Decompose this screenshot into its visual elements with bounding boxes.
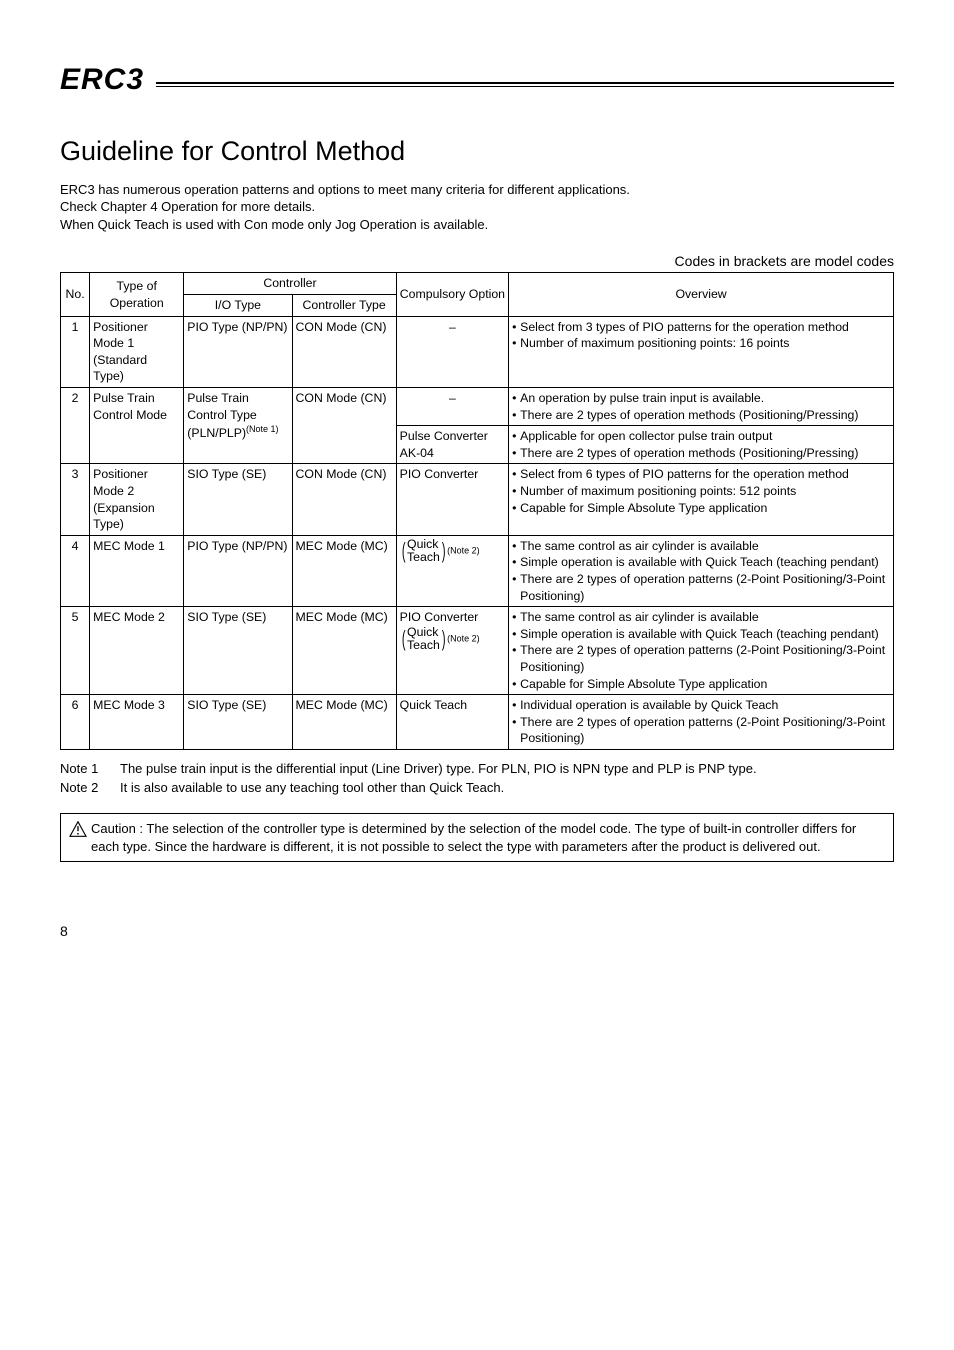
ov-item: Number of maximum positioning points: 51… — [512, 483, 890, 500]
cell-overview: The same control as air cylinder is avai… — [509, 535, 894, 606]
table-row: 3 Positioner Mode 2 (Expansion Type) SIO… — [61, 464, 894, 535]
cell-no: 3 — [61, 464, 90, 535]
comp-line: Teach — [407, 638, 440, 652]
cell-op: MEC Mode 1 — [90, 535, 184, 606]
cell-no: 4 — [61, 535, 90, 606]
intro-line: When Quick Teach is used with Con mode o… — [60, 216, 894, 234]
cell-comp: Pulse Converter AK-04 — [396, 426, 508, 464]
cell-io: SIO Type (SE) — [184, 464, 292, 535]
cell-comp: Quick Teach — [396, 695, 508, 750]
io-line: Pulse Train Control Type — [187, 391, 257, 422]
comp-top: PIO Converter — [400, 610, 479, 624]
ov-item: There are 2 types of operation patterns … — [512, 571, 890, 604]
logo-row: ERC3 — [60, 60, 894, 101]
cell-op: MEC Mode 3 — [90, 695, 184, 750]
ov-item: Simple operation is available with Quick… — [512, 554, 890, 571]
ov-item: The same control as air cylinder is avai… — [512, 538, 890, 555]
page-title: Guideline for Control Method — [60, 133, 894, 169]
th-io: I/O Type — [184, 295, 292, 317]
table-row: 4 MEC Mode 1 PIO Type (NP/PN) MEC Mode (… — [61, 535, 894, 606]
ov-item: There are 2 types of operation patterns … — [512, 714, 890, 747]
header-rule — [156, 82, 894, 87]
comp-sup: (Note 2) — [447, 545, 480, 555]
th-comp: Compulsory Option — [396, 273, 508, 316]
cell-comp: ( Quick Teach ) (Note 2) — [396, 535, 508, 606]
comp-sup: (Note 2) — [447, 633, 480, 643]
cell-io: Pulse Train Control Type (PLN/PLP)(Note … — [184, 388, 292, 464]
cell-io: SIO Type (SE) — [184, 695, 292, 750]
cell-overview: The same control as air cylinder is avai… — [509, 607, 894, 695]
cell-op: Pulse Train Control Mode — [90, 388, 184, 464]
cell-ctrl: MEC Mode (MC) — [292, 535, 396, 606]
table-row: 6 MEC Mode 3 SIO Type (SE) MEC Mode (MC)… — [61, 695, 894, 750]
th-type: Type of Operation — [90, 273, 184, 316]
control-method-table: No. Type of Operation Controller Compuls… — [60, 272, 894, 749]
note-label: Note 2 — [60, 779, 120, 797]
io-sup: (Note 1) — [246, 424, 279, 434]
caution-text: Caution : The selection of the controlle… — [91, 820, 885, 855]
comp-line: Quick — [407, 537, 438, 551]
cell-ctrl: CON Mode (CN) — [292, 464, 396, 535]
ov-item: Select from 3 types of PIO patterns for … — [512, 319, 890, 336]
ov-item: An operation by pulse train input is ava… — [512, 390, 890, 407]
comp-line: Quick — [407, 625, 438, 639]
ov-item: Select from 6 types of PIO patterns for … — [512, 466, 890, 483]
logo-glyph: ERC3 — [60, 63, 144, 96]
cell-ctrl: MEC Mode (MC) — [292, 607, 396, 695]
cell-no: 5 — [61, 607, 90, 695]
th-overview: Overview — [509, 273, 894, 316]
cell-overview: An operation by pulse train input is ava… — [509, 388, 894, 426]
intro-line: ERC3 has numerous operation patterns and… — [60, 181, 894, 199]
table-row: 1 Positioner Mode 1 (Standard Type) PIO … — [61, 316, 894, 387]
table-row: 5 MEC Mode 2 SIO Type (SE) MEC Mode (MC)… — [61, 607, 894, 695]
ov-item: There are 2 types of operation methods (… — [512, 445, 890, 462]
comp-line: Teach — [407, 550, 440, 564]
ov-item: Applicable for open collector pulse trai… — [512, 428, 890, 445]
th-controller: Controller — [184, 273, 396, 295]
cell-ctrl: CON Mode (CN) — [292, 316, 396, 387]
table-caption: Codes in brackets are model codes — [60, 252, 894, 271]
ov-item: There are 2 types of operation patterns … — [512, 642, 890, 675]
cell-io: PIO Type (NP/PN) — [184, 535, 292, 606]
ov-item: Individual operation is available by Qui… — [512, 697, 890, 714]
cell-comp: PIO Converter — [396, 464, 508, 535]
intro-line: Check Chapter 4 Operation for more detai… — [60, 198, 894, 216]
ov-item: There are 2 types of operation methods (… — [512, 407, 890, 424]
cell-comp: PIO Converter ( Quick Teach ) (Note 2) — [396, 607, 508, 695]
ov-item: The same control as air cylinder is avai… — [512, 609, 890, 626]
cell-ctrl: CON Mode (CN) — [292, 388, 396, 464]
cell-comp: – — [396, 316, 508, 387]
table-row: 2 Pulse Train Control Mode Pulse Train C… — [61, 388, 894, 426]
page-number: 8 — [60, 922, 894, 941]
note-text: It is also available to use any teaching… — [120, 779, 504, 797]
note-label: Note 1 — [60, 760, 120, 778]
notes-block: Note 1 The pulse train input is the diff… — [60, 760, 894, 797]
intro-block: ERC3 has numerous operation patterns and… — [60, 181, 894, 234]
cell-ctrl: MEC Mode (MC) — [292, 695, 396, 750]
cell-comp: – — [396, 388, 508, 426]
th-no: No. — [61, 273, 90, 316]
ov-item: Capable for Simple Absolute Type applica… — [512, 500, 890, 517]
cell-overview: Select from 6 types of PIO patterns for … — [509, 464, 894, 535]
cell-io: SIO Type (SE) — [184, 607, 292, 695]
cell-overview: Applicable for open collector pulse trai… — [509, 426, 894, 464]
th-ctrl-type: Controller Type — [292, 295, 396, 317]
cell-no: 6 — [61, 695, 90, 750]
cell-io: PIO Type (NP/PN) — [184, 316, 292, 387]
caution-box: Caution : The selection of the controlle… — [60, 813, 894, 862]
ov-item: Capable for Simple Absolute Type applica… — [512, 676, 890, 693]
cell-op: Positioner Mode 2 (Expansion Type) — [90, 464, 184, 535]
warning-icon — [69, 821, 87, 837]
note-text: The pulse train input is the differentia… — [120, 760, 757, 778]
cell-overview: Select from 3 types of PIO patterns for … — [509, 316, 894, 387]
cell-op: Positioner Mode 1 (Standard Type) — [90, 316, 184, 387]
cell-no: 2 — [61, 388, 90, 464]
logo-text: ERC3 — [60, 60, 144, 101]
ov-item: Simple operation is available with Quick… — [512, 626, 890, 643]
ov-item: Number of maximum positioning points: 16… — [512, 335, 890, 352]
cell-no: 1 — [61, 316, 90, 387]
io-line: (PLN/PLP) — [187, 426, 246, 440]
cell-op: MEC Mode 2 — [90, 607, 184, 695]
cell-overview: Individual operation is available by Qui… — [509, 695, 894, 750]
